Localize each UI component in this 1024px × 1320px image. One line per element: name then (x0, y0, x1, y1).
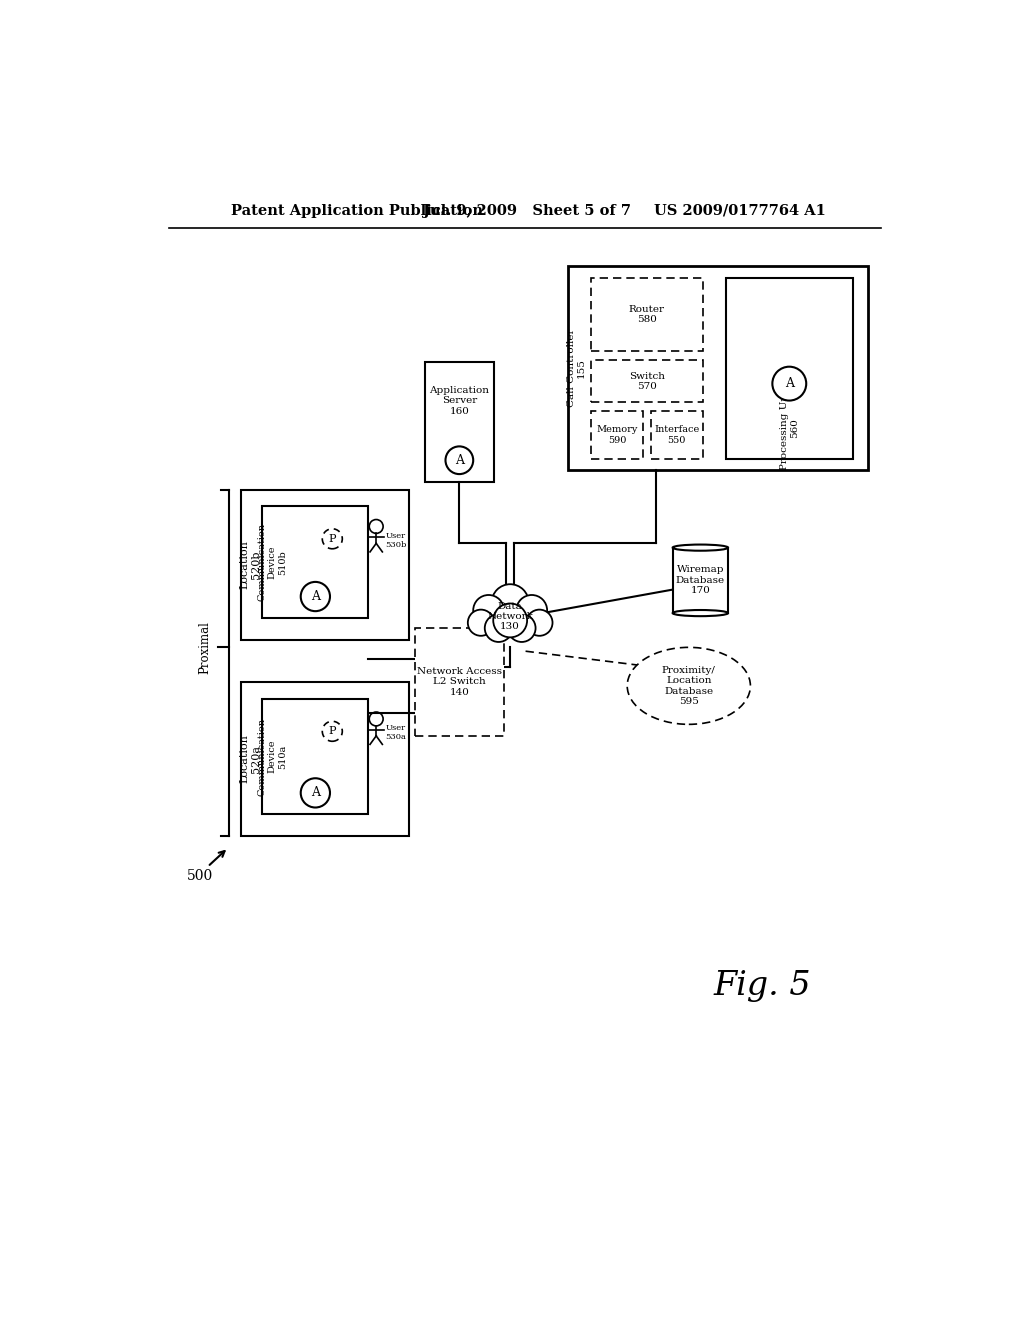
Text: Network Access
L2 Switch
140: Network Access L2 Switch 140 (417, 667, 502, 697)
Text: A: A (455, 454, 464, 467)
Ellipse shape (673, 610, 728, 616)
Text: P: P (329, 533, 336, 544)
Bar (425, 363, 494, 482)
Circle shape (508, 614, 536, 642)
Text: User
530b: User 530b (385, 532, 407, 549)
Circle shape (323, 721, 342, 742)
Bar (416, 628, 504, 737)
Text: Router
580: Router 580 (629, 305, 665, 323)
Bar (651, 411, 702, 459)
Text: Location
520a: Location 520a (240, 734, 261, 784)
Text: Jul. 9, 2009   Sheet 5 of 7: Jul. 9, 2009 Sheet 5 of 7 (423, 203, 631, 218)
Circle shape (473, 595, 504, 626)
Text: US 2009/0177764 A1: US 2009/0177764 A1 (654, 203, 826, 218)
Text: Communication
Device
510b: Communication Device 510b (257, 523, 287, 602)
Bar (568, 267, 868, 470)
Circle shape (468, 610, 494, 636)
Text: A: A (784, 378, 794, 391)
Text: Location
520b: Location 520b (240, 540, 261, 589)
Bar (591, 411, 643, 459)
Circle shape (492, 585, 528, 622)
Bar (262, 507, 369, 618)
Text: 500: 500 (186, 869, 213, 883)
Bar (262, 700, 369, 814)
Bar (241, 682, 409, 836)
Text: Application
Server
160: Application Server 160 (429, 385, 489, 416)
Circle shape (516, 595, 547, 626)
Text: Memory
590: Memory 590 (597, 425, 638, 445)
Text: User
530a: User 530a (385, 725, 407, 742)
Text: Communication
Device
510a: Communication Device 510a (257, 718, 287, 796)
Text: Interface
550: Interface 550 (654, 425, 699, 445)
Circle shape (445, 446, 473, 474)
Bar (726, 277, 853, 459)
Text: Switch
570: Switch 570 (629, 372, 665, 391)
Text: A: A (311, 787, 319, 800)
Text: Fig. 5: Fig. 5 (713, 970, 811, 1002)
Bar (673, 548, 728, 612)
Bar (591, 360, 702, 403)
Text: Patent Application Publication: Patent Application Publication (230, 203, 482, 218)
Bar (241, 490, 409, 640)
Circle shape (526, 610, 553, 636)
Text: Wiremap
Database
170: Wiremap Database 170 (676, 565, 725, 595)
Text: A: A (311, 590, 319, 603)
Bar (591, 277, 702, 351)
Circle shape (494, 603, 527, 638)
Circle shape (499, 605, 521, 628)
Ellipse shape (628, 647, 751, 725)
Circle shape (301, 779, 330, 808)
Circle shape (301, 582, 330, 611)
Ellipse shape (673, 545, 728, 550)
Text: Proximal: Proximal (198, 620, 211, 673)
Circle shape (323, 529, 342, 549)
Text: Processing Unit
560: Processing Unit 560 (779, 385, 799, 470)
Circle shape (772, 367, 806, 400)
Text: Proximity/
Location
Database
595: Proximity/ Location Database 595 (662, 665, 716, 706)
Text: Call Controller
155: Call Controller 155 (566, 329, 586, 408)
Circle shape (484, 614, 512, 642)
Text: Data
Network
130: Data Network 130 (487, 602, 534, 631)
Text: P: P (329, 726, 336, 737)
